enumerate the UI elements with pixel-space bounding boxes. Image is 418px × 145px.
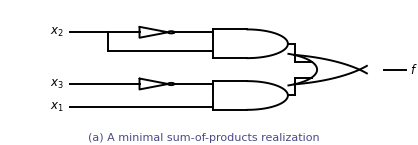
Text: (a) A minimal sum-of-products realization: (a) A minimal sum-of-products realizatio… (88, 133, 319, 143)
Text: $f$: $f$ (410, 63, 418, 77)
Text: $x_2$: $x_2$ (50, 26, 64, 39)
Text: $x_1$: $x_1$ (50, 100, 64, 114)
Text: $x_3$: $x_3$ (50, 77, 64, 90)
